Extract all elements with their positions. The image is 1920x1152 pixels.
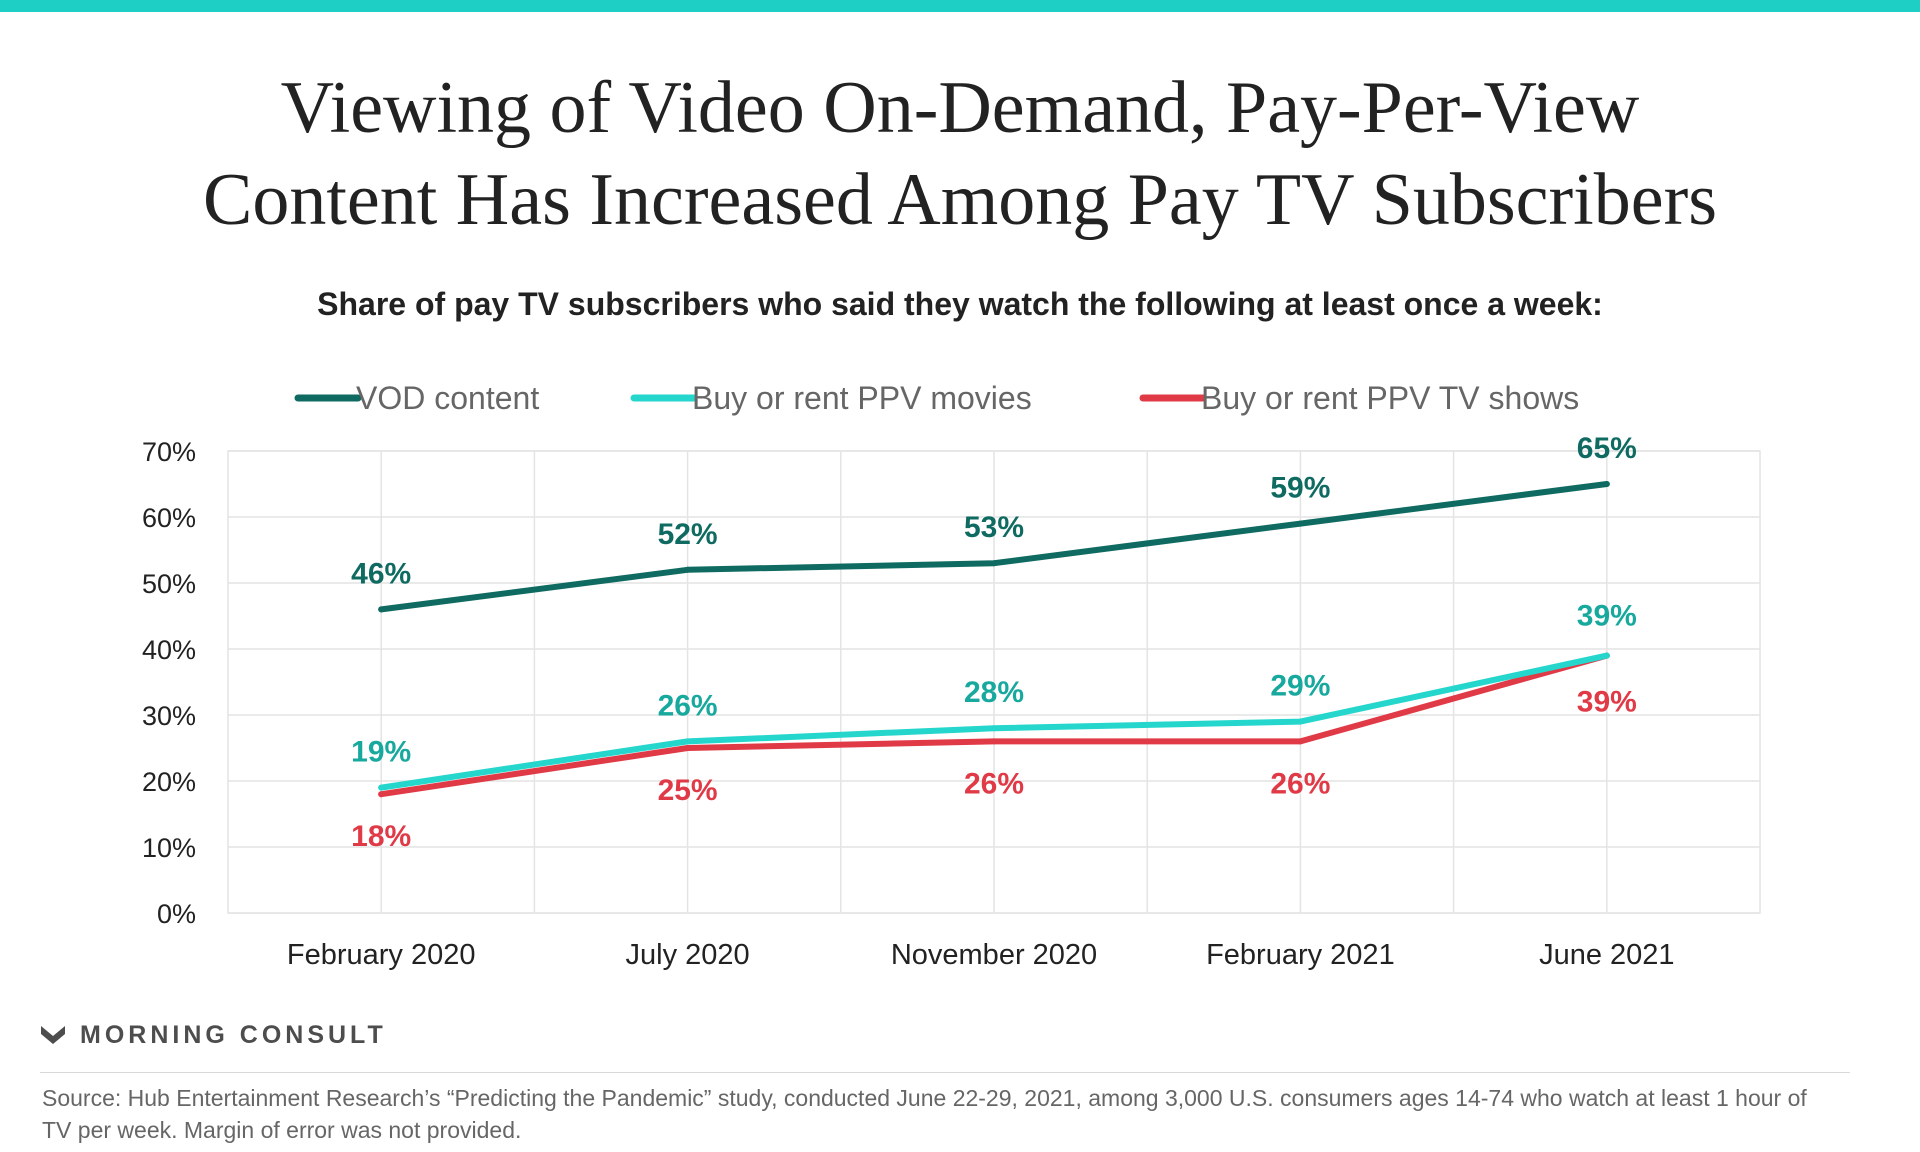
- chart-title: Viewing of Video On-Demand, Pay-Per-View…: [0, 62, 1920, 246]
- x-tick-label: February 2020: [287, 939, 476, 971]
- data-point-vod-content: [1603, 481, 1610, 487]
- data-point-ppv-movies: [1603, 652, 1610, 659]
- data-label-ppv-tv-shows: 18%: [351, 820, 411, 853]
- data-label-ppv-tv-shows: 26%: [1270, 767, 1330, 800]
- data-label-vod-content: 46%: [351, 557, 411, 590]
- data-point-vod-content: [684, 566, 691, 573]
- y-tick-label: 50%: [142, 569, 196, 599]
- y-tick-label: 30%: [142, 701, 196, 731]
- data-point-ppv-movies: [991, 725, 997, 732]
- data-label-ppv-movies: 29%: [1270, 670, 1330, 703]
- top-accent-bar: [0, 0, 1920, 12]
- legend-label-ppv-movies: Buy or rent PPV movies: [692, 380, 1032, 416]
- y-tick-label: 60%: [142, 503, 196, 533]
- y-tick-label: 0%: [157, 899, 196, 929]
- footer-divider: [40, 1072, 1850, 1073]
- data-label-ppv-tv-shows: 39%: [1577, 686, 1637, 719]
- data-point-ppv-movies: [684, 738, 691, 745]
- data-point-vod-content: [378, 606, 385, 613]
- chart-title-line-2: Content Has Increased Among Pay TV Subsc…: [202, 159, 1718, 241]
- data-point-ppv-tv-shows: [991, 738, 997, 745]
- data-label-ppv-movies: 28%: [964, 676, 1024, 709]
- y-tick-label: 40%: [142, 635, 196, 665]
- data-point-ppv-tv-shows: [378, 791, 385, 798]
- data-label-ppv-movies: 39%: [1577, 600, 1637, 633]
- morning-consult-logo: MORNING CONSULT: [40, 1015, 387, 1055]
- data-point-ppv-tv-shows: [1297, 738, 1304, 745]
- chart-title-line-1: Viewing of Video On-Demand, Pay-Per-View: [280, 67, 1640, 149]
- y-tick-label: 20%: [142, 767, 196, 797]
- data-label-vod-content: 53%: [964, 511, 1024, 544]
- data-point-vod-content: [991, 560, 997, 567]
- x-tick-label: November 2020: [891, 939, 1097, 971]
- chart-subtitle: Share of pay TV subscribers who said the…: [317, 286, 1603, 322]
- data-point-ppv-movies: [1297, 718, 1304, 725]
- data-label-vod-content: 65%: [1577, 432, 1637, 465]
- x-tick-label: July 2020: [626, 939, 750, 971]
- y-tick-label: 10%: [142, 833, 196, 863]
- x-tick-label: June 2021: [1539, 939, 1674, 971]
- data-point-vod-content: [1297, 520, 1304, 527]
- morning-consult-m-icon: [41, 1026, 65, 1044]
- source-note: Source: Hub Entertainment Research’s “Pr…: [42, 1085, 1807, 1143]
- y-tick-label: 70%: [142, 437, 196, 467]
- data-label-vod-content: 59%: [1270, 472, 1330, 505]
- data-label-ppv-tv-shows: 26%: [964, 767, 1024, 800]
- legend-label-vod-content: VOD content: [356, 380, 539, 416]
- data-point-ppv-tv-shows: [684, 745, 691, 751]
- brand-name: MORNING CONSULT: [80, 1020, 387, 1049]
- x-tick-label: February 2021: [1206, 939, 1395, 971]
- data-label-ppv-movies: 19%: [351, 736, 411, 769]
- line-chart: 0% 10% 20% 30% 40% 50% 60% 70% February 2020 July…: [142, 380, 1761, 971]
- data-label-ppv-movies: 26%: [658, 689, 718, 722]
- data-point-ppv-movies: [378, 784, 385, 791]
- legend-label-ppv-tv-shows: Buy or rent PPV TV shows: [1201, 380, 1579, 416]
- data-label-ppv-tv-shows: 25%: [658, 774, 718, 807]
- data-label-vod-content: 52%: [658, 518, 718, 551]
